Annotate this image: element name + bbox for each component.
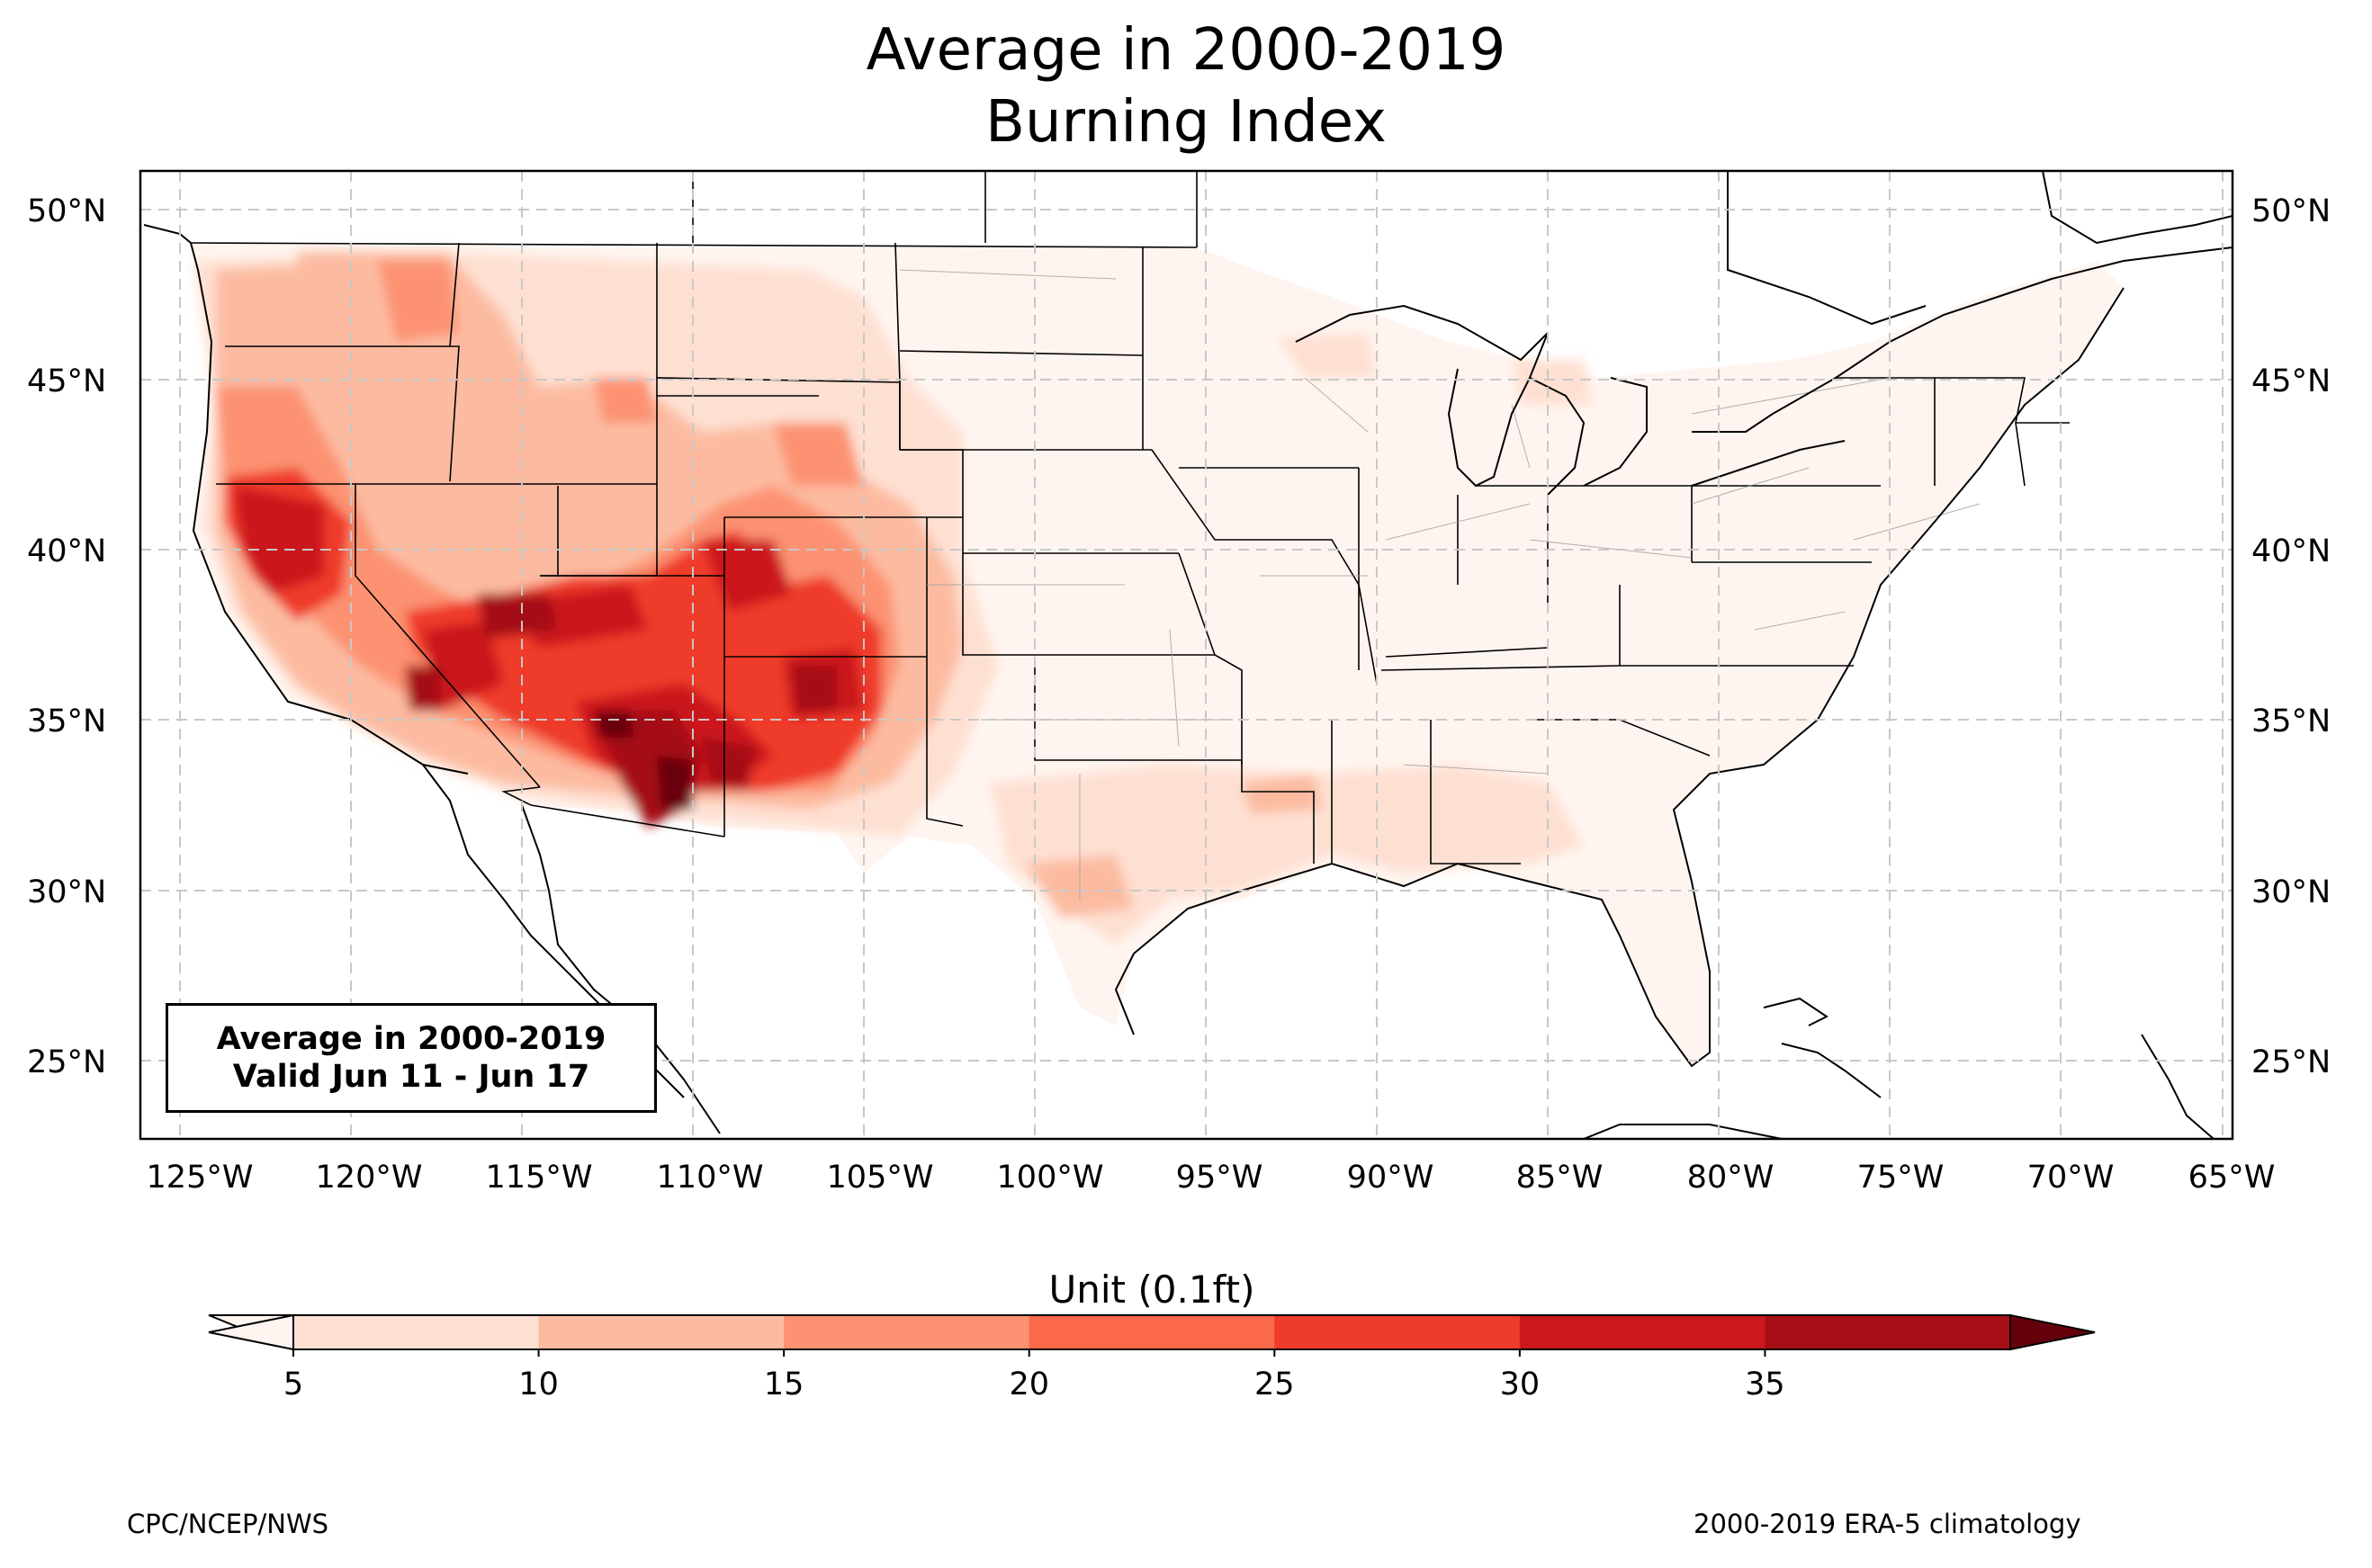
colorbar-tick-label-20: 20 xyxy=(1009,1366,1049,1402)
lat-label-30-right: 30°N xyxy=(2251,874,2331,910)
lat-label-50-left: 50°N xyxy=(27,193,106,229)
colorbar-tick-label-30: 30 xyxy=(1500,1366,1541,1402)
map-title-line1: Average in 2000-2019 xyxy=(866,17,1506,84)
colorbar-tick-label-35: 35 xyxy=(1745,1366,1785,1402)
colorbar-segment-6 xyxy=(1765,1315,2011,1349)
lat-label-25-left: 25°N xyxy=(27,1044,106,1080)
lat-label-25-right: 25°N xyxy=(2251,1044,2331,1080)
colorbar-tick-label-15: 15 xyxy=(764,1366,804,1402)
lat-labels-right: 50°N 45°N 40°N 35°N 30°N 25°N xyxy=(2251,193,2331,1080)
colorbar-tick-label-25: 25 xyxy=(1254,1366,1295,1402)
colorbar-tick-label-10: 10 xyxy=(518,1366,559,1402)
colorbar-over-arrow xyxy=(2009,1313,2096,1351)
lon-label-90: 90°W xyxy=(1347,1160,1434,1196)
colorbar-title: Unit (0.1ft) xyxy=(1049,1268,1255,1312)
colorbar: Unit (0.1ft) 5 10 15 20 25 30 35 xyxy=(208,1268,2096,1402)
colorbar-segment-4 xyxy=(1274,1315,1521,1349)
coastlines xyxy=(143,171,2233,1139)
colorbar-frame xyxy=(292,1314,2011,1350)
lon-label-120: 120°W xyxy=(316,1160,423,1196)
colorbar-segment-3 xyxy=(1029,1315,1275,1349)
lat-label-35-right: 35°N xyxy=(2251,703,2331,739)
lon-label-70: 70°W xyxy=(2027,1160,2115,1196)
lon-label-85: 85°W xyxy=(1516,1160,1604,1196)
lon-label-95: 95°W xyxy=(1176,1160,1263,1196)
colorbar-segment-2 xyxy=(784,1315,1030,1349)
footer-right: 2000-2019 ERA-5 climatology xyxy=(1694,1509,2081,1539)
info-box-line1: Average in 2000-2019 xyxy=(216,1021,606,1057)
lat-label-50-right: 50°N xyxy=(2251,193,2331,229)
lat-label-30-left: 30°N xyxy=(27,874,106,910)
lon-label-125: 125°W xyxy=(147,1160,254,1196)
plot-frame xyxy=(139,169,2234,1141)
lon-label-75: 75°W xyxy=(1857,1160,1945,1196)
lat-label-45-right: 45°N xyxy=(2251,363,2331,399)
colorbar-segment-5 xyxy=(1519,1315,1766,1349)
lon-label-110: 110°W xyxy=(657,1160,764,1196)
lon-label-80: 80°W xyxy=(1687,1160,1775,1196)
lat-labels-left: 50°N 45°N 40°N 35°N 30°N 25°N xyxy=(27,193,106,1080)
footer-left: CPC/NCEP/NWS xyxy=(127,1509,329,1539)
lon-labels: 125°W 120°W 115°W 110°W 105°W 100°W 95°W… xyxy=(147,1160,2276,1196)
map-title-line2: Burning Index xyxy=(985,89,1387,156)
info-box-line2: Valid Jun 11 - Jun 17 xyxy=(232,1059,590,1095)
lat-label-35-left: 35°N xyxy=(27,703,106,739)
lon-label-65: 65°W xyxy=(2188,1160,2276,1196)
info-box: Average in 2000-2019 Valid Jun 11 - Jun … xyxy=(166,1003,657,1113)
colorbar-segment-1 xyxy=(538,1315,785,1349)
lat-label-45-left: 45°N xyxy=(27,363,106,399)
colorbar-tick-label-5: 5 xyxy=(283,1366,303,1402)
lon-label-100: 100°W xyxy=(997,1160,1104,1196)
lat-label-40-right: 40°N xyxy=(2251,533,2331,569)
lon-label-105: 105°W xyxy=(827,1160,934,1196)
lat-label-40-left: 40°N xyxy=(27,533,106,569)
colorbar-segment-0 xyxy=(293,1315,540,1349)
lon-label-115: 115°W xyxy=(486,1160,593,1196)
